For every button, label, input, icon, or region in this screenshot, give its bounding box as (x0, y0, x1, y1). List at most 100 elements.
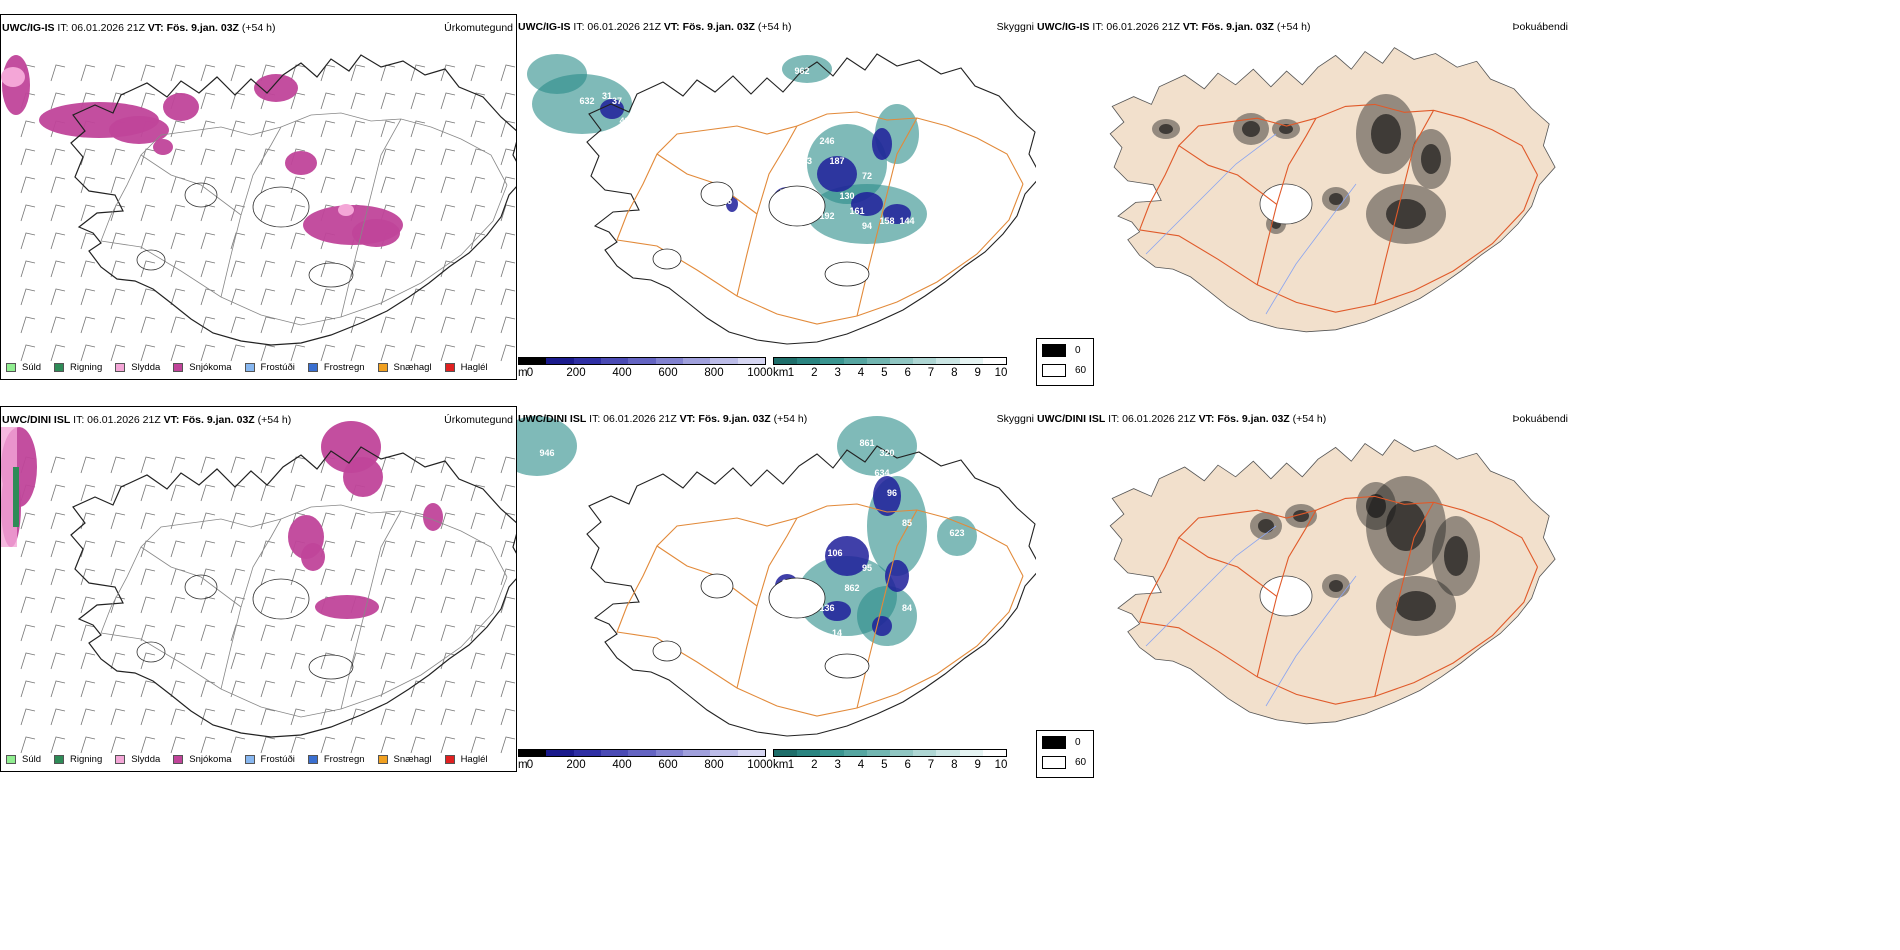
wind-barb (200, 652, 216, 670)
colorbar-tick: 1 (787, 759, 795, 771)
ceiling-area (883, 204, 911, 224)
colorbar-tick: 7 (927, 759, 935, 771)
ceiling-unit: m (518, 759, 528, 771)
coastline (70, 54, 516, 346)
road (1374, 502, 1435, 697)
wind-barb (140, 652, 156, 670)
road (736, 125, 798, 297)
wind-barb (20, 260, 36, 278)
wind-barb (440, 176, 456, 194)
wind-barb (410, 484, 426, 502)
legend-item: Snjókoma (173, 362, 232, 373)
colorbar-tick: 4 (857, 759, 865, 771)
road (656, 153, 758, 215)
wind-barb (320, 344, 336, 362)
wind-barb (260, 484, 276, 502)
road (1374, 110, 1435, 305)
wind-barb (320, 484, 336, 502)
wind-barb (50, 540, 66, 558)
ceiling-label: 98 (782, 578, 792, 588)
glacier-outline (1259, 183, 1313, 225)
ceiling-label: 192 (819, 211, 834, 221)
wind-barb (470, 232, 486, 250)
wind-barb (500, 484, 516, 502)
colorbar-tick: 3 (834, 367, 841, 379)
colorbar-tick: 400 (612, 367, 632, 379)
wind-barb (500, 64, 516, 82)
wind-barb (440, 64, 456, 82)
wind-barb (230, 232, 246, 250)
ceiling-label: 978 (819, 36, 834, 46)
wind-barb (470, 148, 486, 166)
wind-barb (350, 736, 366, 754)
ceiling-area (823, 601, 851, 621)
colorbar-tick: 600 (658, 367, 678, 379)
wind-barb (110, 708, 126, 726)
fog-areas (1250, 476, 1480, 636)
wind-barb (320, 64, 336, 82)
river (1265, 183, 1357, 315)
valid-time: VT: Fös. 9.jan. 03Z (1182, 21, 1274, 33)
wind-barb (500, 708, 516, 726)
wind-barb (200, 708, 216, 726)
road (1256, 509, 1317, 677)
valid-time: VT: Fös. 9.jan. 03Z (1198, 413, 1290, 425)
ceiling-label: 96 (887, 488, 897, 498)
glacier-outline (824, 261, 870, 287)
wind-barb (140, 596, 156, 614)
wind-barb (20, 148, 36, 166)
wind-barb (470, 120, 486, 138)
wind-barb (320, 316, 336, 334)
wind-barb (140, 232, 156, 250)
colorbar-tick: 10 (994, 759, 1008, 771)
roads (616, 111, 1024, 325)
precip-map (1, 54, 516, 362)
wind-barb (500, 92, 516, 110)
lead-time: (+54 h) (257, 414, 292, 426)
legend-item: Súld (6, 362, 41, 373)
legend-item: Haglél (444, 754, 488, 765)
road (100, 184, 508, 326)
glacier-outline (652, 248, 682, 270)
wind-barb (290, 288, 306, 306)
wind-barb (140, 204, 156, 222)
wind-barb (410, 512, 426, 530)
init-time: IT: 06.01.2026 21Z (1092, 21, 1180, 33)
cloud-legend-item: 60 (1042, 364, 1086, 377)
wind-barb (260, 176, 276, 194)
snowfall-area (352, 219, 400, 247)
legend-item: Slydda (115, 754, 160, 765)
ceiling-label: 69 (872, 653, 882, 663)
wind-barb (470, 260, 486, 278)
ceiling-area (872, 128, 892, 160)
sleet-area (338, 204, 354, 216)
wind-barb (470, 484, 486, 502)
fog-core (1386, 199, 1426, 229)
wind-barb (440, 288, 456, 306)
ceiling-area (851, 192, 883, 216)
road (616, 575, 1024, 717)
wind-barb (320, 512, 336, 530)
legend-swatch (115, 755, 126, 764)
wind-barb (230, 92, 246, 110)
ceiling-label: 484 (619, 116, 634, 126)
model-name: UWC/DINI ISL (1037, 413, 1106, 425)
wind-barb (200, 92, 216, 110)
wind-barb (380, 344, 396, 362)
legend-label: Haglél (460, 754, 488, 765)
colorbar-tick: 1000 (747, 367, 773, 379)
cloud-legend-swatch (1042, 736, 1066, 749)
road (100, 576, 508, 718)
ceiling-label: 144 (899, 216, 914, 226)
field-name: Þokuábendi (1512, 21, 1568, 33)
wind-barb (230, 456, 246, 474)
wind-barb (470, 680, 486, 698)
valid-time: VT: Fös. 9.jan. 03Z (147, 22, 239, 34)
wind-barb (350, 540, 366, 558)
glacier-outline (768, 577, 826, 619)
ceiling-label: 14 (652, 136, 662, 146)
legend-label: Rigning (70, 754, 103, 765)
wind-barb (170, 288, 186, 306)
ceiling-label: 70 (780, 188, 790, 198)
ceiling-label: 862 (844, 583, 859, 593)
